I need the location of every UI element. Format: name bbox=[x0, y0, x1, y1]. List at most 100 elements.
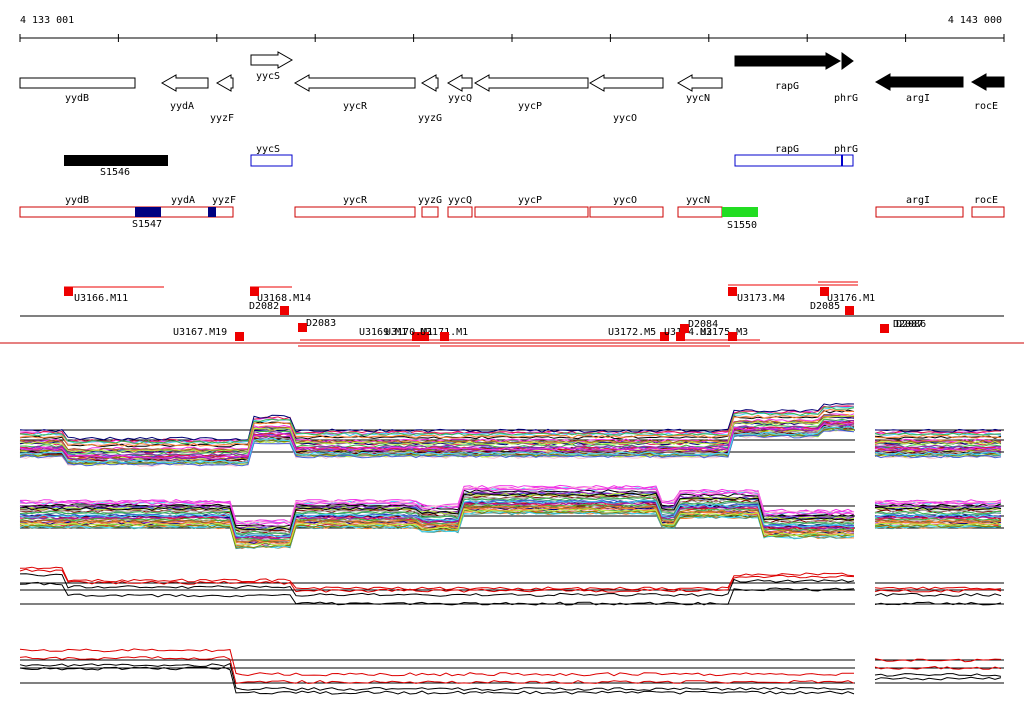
expression-trace bbox=[19, 402, 855, 441]
red-label: yydB bbox=[65, 195, 89, 206]
expression-trace bbox=[19, 409, 855, 448]
transcript-label: D2084 bbox=[688, 319, 718, 330]
red-label: rocE bbox=[974, 195, 998, 206]
expression-trace bbox=[874, 586, 1002, 590]
transcript-flag bbox=[235, 332, 244, 341]
gene-arrow bbox=[676, 74, 723, 92]
expression-trace bbox=[19, 656, 855, 685]
expression-trace bbox=[19, 408, 855, 447]
expression-trace bbox=[19, 508, 855, 546]
gene-arrow bbox=[734, 52, 842, 70]
transcript-label: U3176.M1 bbox=[827, 293, 875, 304]
expression-trace bbox=[874, 430, 1001, 435]
expression-trace bbox=[874, 503, 1002, 508]
gene-arrow bbox=[19, 77, 136, 89]
expression-trace bbox=[19, 510, 855, 549]
expression-trace bbox=[19, 492, 855, 531]
transcript-label: U3169.M1 bbox=[359, 327, 407, 338]
expression-trace bbox=[874, 522, 1002, 527]
expression-trace bbox=[19, 420, 855, 459]
expression-trace bbox=[19, 581, 855, 606]
expression-trace bbox=[19, 511, 855, 550]
transcript-flag bbox=[728, 287, 737, 296]
expression-trace bbox=[19, 422, 855, 461]
red-label: yycP bbox=[518, 195, 542, 206]
ruler-start: 4 133 001 bbox=[20, 15, 74, 26]
expression-trace bbox=[874, 505, 1001, 509]
expression-trace bbox=[19, 415, 855, 453]
gene-label: rocE bbox=[974, 101, 998, 112]
gene-arrow bbox=[420, 74, 439, 92]
gene-arrow bbox=[874, 73, 964, 91]
expression-trace bbox=[19, 500, 855, 538]
expression-trace bbox=[874, 501, 1002, 505]
expression-trace bbox=[19, 666, 855, 695]
blue-label: rapG bbox=[775, 144, 799, 155]
gene-label: rapG bbox=[775, 81, 799, 92]
gene-label: yyzF bbox=[210, 113, 234, 124]
expression-trace bbox=[874, 665, 1002, 670]
blue-box bbox=[250, 154, 293, 167]
gene-label: yycQ bbox=[448, 93, 472, 104]
expression-trace bbox=[19, 489, 855, 528]
gene-arrow bbox=[473, 74, 589, 92]
expression-trace bbox=[874, 506, 1002, 511]
red-box bbox=[474, 206, 589, 218]
expression-trace bbox=[874, 428, 1002, 433]
gene-label: yyzG bbox=[418, 113, 442, 124]
expression-trace bbox=[19, 425, 855, 464]
transcript-label: U3170.M1 bbox=[385, 327, 433, 338]
gene-arrow bbox=[446, 74, 473, 92]
segment-bar bbox=[64, 155, 168, 166]
gene-label: yydA bbox=[170, 101, 194, 112]
red-box bbox=[294, 206, 416, 218]
transcript-flag bbox=[420, 332, 429, 341]
transcript-label: D2083 bbox=[306, 318, 336, 329]
expression-trace bbox=[19, 568, 855, 593]
navy-block bbox=[135, 207, 161, 217]
red-label: yycQ bbox=[448, 195, 472, 206]
expression-trace bbox=[874, 432, 1002, 436]
expression-trace bbox=[874, 451, 1002, 456]
transcript-label: D2086 bbox=[896, 319, 926, 330]
red-box bbox=[875, 206, 964, 218]
expression-trace bbox=[19, 429, 855, 467]
gene-label: argI bbox=[906, 93, 930, 104]
expression-trace bbox=[874, 509, 1002, 514]
red-label: yycO bbox=[613, 195, 637, 206]
red-label: yyzG bbox=[418, 195, 442, 206]
gene-label: yycP bbox=[518, 101, 542, 112]
expression-trace bbox=[19, 419, 855, 457]
expression-trace bbox=[19, 487, 855, 526]
expression-trace bbox=[874, 523, 1002, 528]
transcript-label: D2087 bbox=[893, 319, 923, 330]
transcript-label: U3175.M3 bbox=[700, 327, 748, 338]
expression-trace bbox=[19, 413, 855, 452]
transcript-flag bbox=[845, 306, 854, 315]
expression-trace bbox=[874, 676, 1002, 681]
blue-label: yycS bbox=[256, 144, 280, 155]
red-label: argI bbox=[906, 195, 930, 206]
gene-label: phrG bbox=[834, 93, 858, 104]
segment-label: S1547 bbox=[132, 219, 162, 230]
expression-trace bbox=[19, 495, 855, 534]
red-label: yydA bbox=[171, 195, 195, 206]
expression-trace bbox=[874, 601, 1002, 606]
transcript-flag bbox=[64, 287, 73, 296]
ruler-end: 4 143 000 bbox=[948, 15, 1002, 26]
expression-trace bbox=[19, 662, 855, 692]
transcript-flag bbox=[676, 332, 685, 341]
expression-trace bbox=[874, 454, 1002, 459]
expression-trace bbox=[19, 648, 855, 677]
red-box bbox=[19, 206, 234, 218]
expression-trace bbox=[19, 566, 855, 591]
blue-label: phrG bbox=[834, 144, 858, 155]
transcript-label: U3173.M4 bbox=[737, 293, 785, 304]
navy-block bbox=[208, 207, 216, 217]
expression-trace bbox=[19, 496, 855, 535]
segment-label: S1546 bbox=[100, 167, 130, 178]
transcript-flag bbox=[280, 306, 289, 315]
red-label: yyzF bbox=[212, 195, 236, 206]
expression-trace bbox=[874, 673, 1002, 677]
expression-trace bbox=[20, 492, 855, 531]
